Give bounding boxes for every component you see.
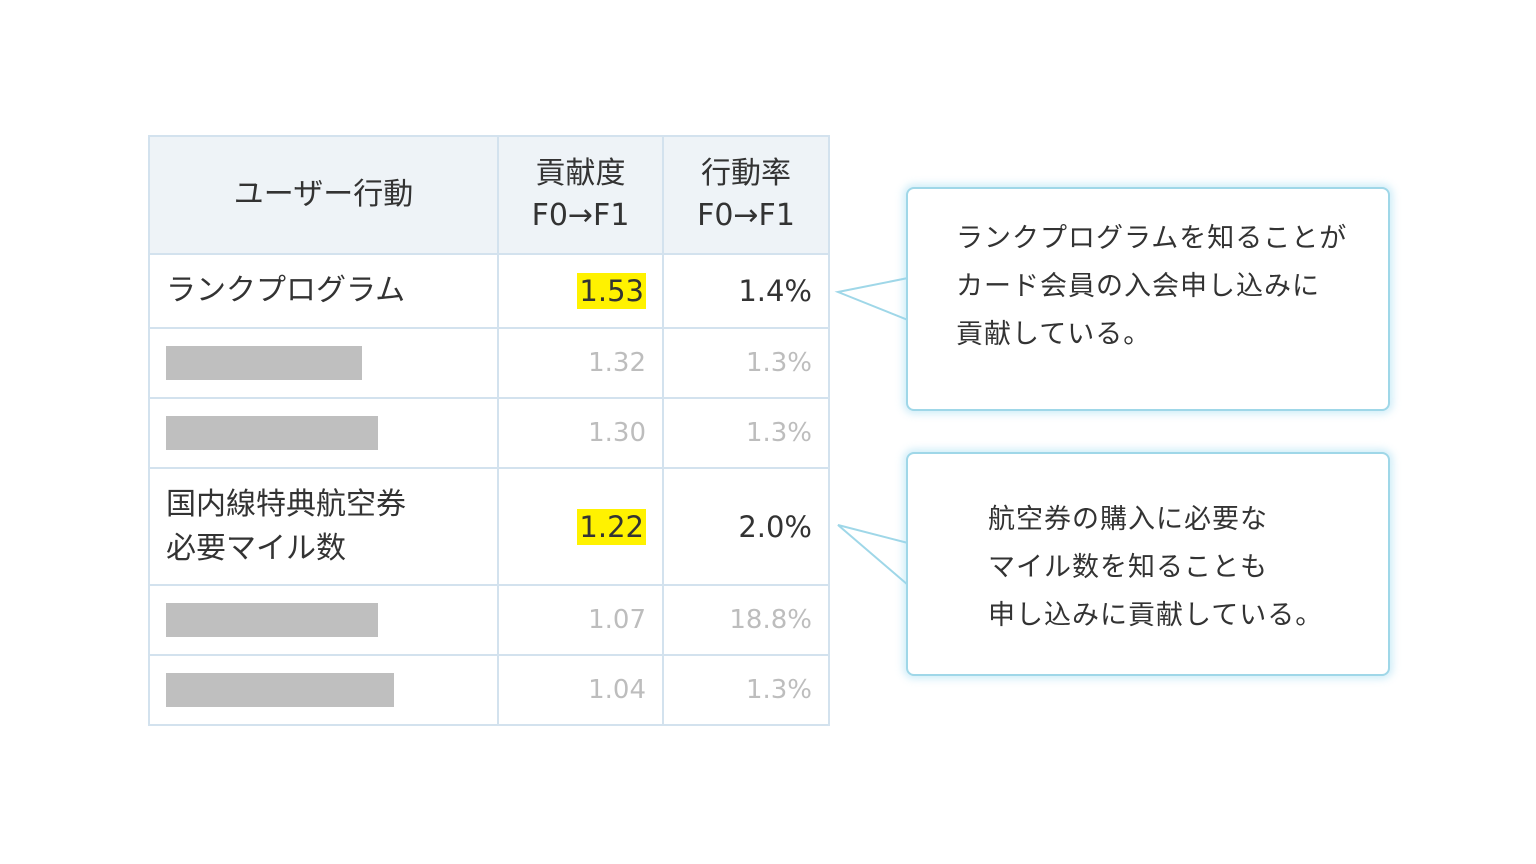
row-action-line2: 必要マイル数 <box>166 530 346 566</box>
callout-pointer-2 <box>837 524 910 588</box>
row-action-label: 国内線特典航空券 必要マイル数 <box>148 467 499 586</box>
callout-rank-program: ランクプログラムを知ることが カード会員の入会申し込みに 貢献している。 <box>906 187 1390 411</box>
row-action-redacted <box>148 654 499 726</box>
rate-cell: 1.3% <box>662 654 830 726</box>
contribution-cell: 1.32 <box>497 327 664 399</box>
table-row: 1.04 1.3% <box>148 654 830 726</box>
table-row: 1.30 1.3% <box>148 397 830 469</box>
row-action-redacted <box>148 584 499 656</box>
redaction-bar <box>166 603 378 637</box>
contribution-cell: 1.07 <box>497 584 664 656</box>
header-rate-range: F0→F1 <box>697 198 795 233</box>
callout-text-line: 航空券の購入に必要な <box>988 504 1268 535</box>
row-action-redacted <box>148 397 499 469</box>
contribution-cell: 1.04 <box>497 654 664 726</box>
header-contribution-range: F0→F1 <box>531 198 630 233</box>
table-row: 1.32 1.3% <box>148 327 830 399</box>
rate-cell: 1.3% <box>662 327 830 399</box>
row-action-line1: 国内線特典航空券 <box>166 486 406 522</box>
header-user-action: ユーザー行動 <box>148 135 499 255</box>
highlighted-contribution: 1.22 <box>577 508 646 545</box>
rate-cell: 18.8% <box>662 584 830 656</box>
row-action-label: ランクプログラム <box>148 253 499 329</box>
redaction-bar <box>166 346 362 380</box>
callout-text-line: 申し込みに貢献している。 <box>988 600 1324 631</box>
table-header-row: ユーザー行動 貢献度 F0→F1 行動率 F0→F1 <box>148 135 830 255</box>
contribution-table: ユーザー行動 貢献度 F0→F1 行動率 F0→F1 ランクプログラム 1.53… <box>148 135 830 726</box>
callout-text-line: ランクプログラムを知ることが <box>956 223 1348 254</box>
header-contribution-title: 貢献度 <box>535 156 626 191</box>
rate-cell: 2.0% <box>662 467 830 586</box>
table-row: 国内線特典航空券 必要マイル数 1.22 2.0% <box>148 467 830 586</box>
table-row: 1.07 18.8% <box>148 584 830 656</box>
table-row: ランクプログラム 1.53 1.4% <box>148 253 830 329</box>
callout-pointer-1 <box>834 276 910 322</box>
contribution-cell: 1.30 <box>497 397 664 469</box>
highlighted-contribution: 1.53 <box>577 273 646 309</box>
redaction-bar <box>166 416 378 450</box>
callout-text-line: マイル数を知ることも <box>988 552 1268 583</box>
header-rate-title: 行動率 <box>701 156 791 191</box>
rate-cell: 1.3% <box>662 397 830 469</box>
redaction-bar <box>166 673 394 707</box>
callout-text-line: 貢献している。 <box>956 319 1152 350</box>
row-action-redacted <box>148 327 499 399</box>
rate-cell: 1.4% <box>662 253 830 329</box>
header-action-rate: 行動率 F0→F1 <box>662 135 830 255</box>
contribution-cell: 1.53 <box>497 253 664 329</box>
contribution-cell: 1.22 <box>497 467 664 586</box>
callout-required-miles: 航空券の購入に必要な マイル数を知ることも 申し込みに貢献している。 <box>906 452 1390 676</box>
header-contribution: 貢献度 F0→F1 <box>497 135 664 255</box>
callout-text-line: カード会員の入会申し込みに <box>956 271 1320 302</box>
